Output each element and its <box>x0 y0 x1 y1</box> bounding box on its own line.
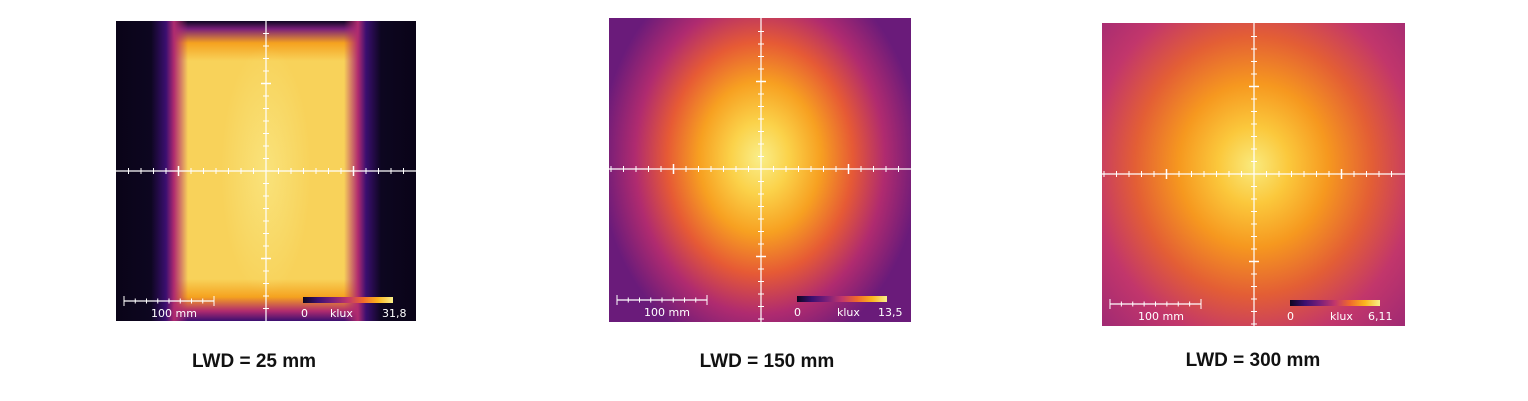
colorbar-max-label: 13,5 <box>878 306 903 319</box>
crosshair-axes <box>116 21 416 321</box>
crosshair-axes <box>609 18 911 322</box>
colorbar-min-label: 0 <box>301 307 308 320</box>
panel-caption: LWD = 25 mm <box>191 351 317 372</box>
illuminance-map-lwd-300: 100 mm 0 klux 6,11 <box>1102 23 1405 326</box>
colorbar-min-label: 0 <box>1287 310 1294 323</box>
scale-bar-label: 100 mm <box>1138 310 1184 323</box>
colorbar-min-label: 0 <box>794 306 801 319</box>
crosshair-axes <box>1102 23 1405 326</box>
scale-bar-label: 100 mm <box>151 307 197 320</box>
scale-bar <box>616 295 708 305</box>
colorbar-max-label: 31,8 <box>382 307 407 320</box>
colorbar-unit-label: klux <box>1330 310 1353 323</box>
illuminance-map-lwd-150: 100 mm 0 klux 13,5 <box>609 18 911 322</box>
colorbar <box>303 297 393 303</box>
panel-caption: LWD = 150 mm <box>699 351 835 372</box>
scale-bar <box>1109 299 1202 309</box>
colorbar-max-label: 6,11 <box>1368 310 1393 323</box>
colorbar-unit-label: klux <box>330 307 353 320</box>
colorbar-unit-label: klux <box>837 306 860 319</box>
panel-caption: LWD = 300 mm <box>1185 350 1321 371</box>
scale-bar-label: 100 mm <box>644 306 690 319</box>
scale-bar <box>123 296 215 306</box>
illuminance-map-lwd-25: 100 mm 0 klux 31,8 <box>116 21 416 321</box>
colorbar <box>1290 300 1380 306</box>
colorbar <box>797 296 887 302</box>
